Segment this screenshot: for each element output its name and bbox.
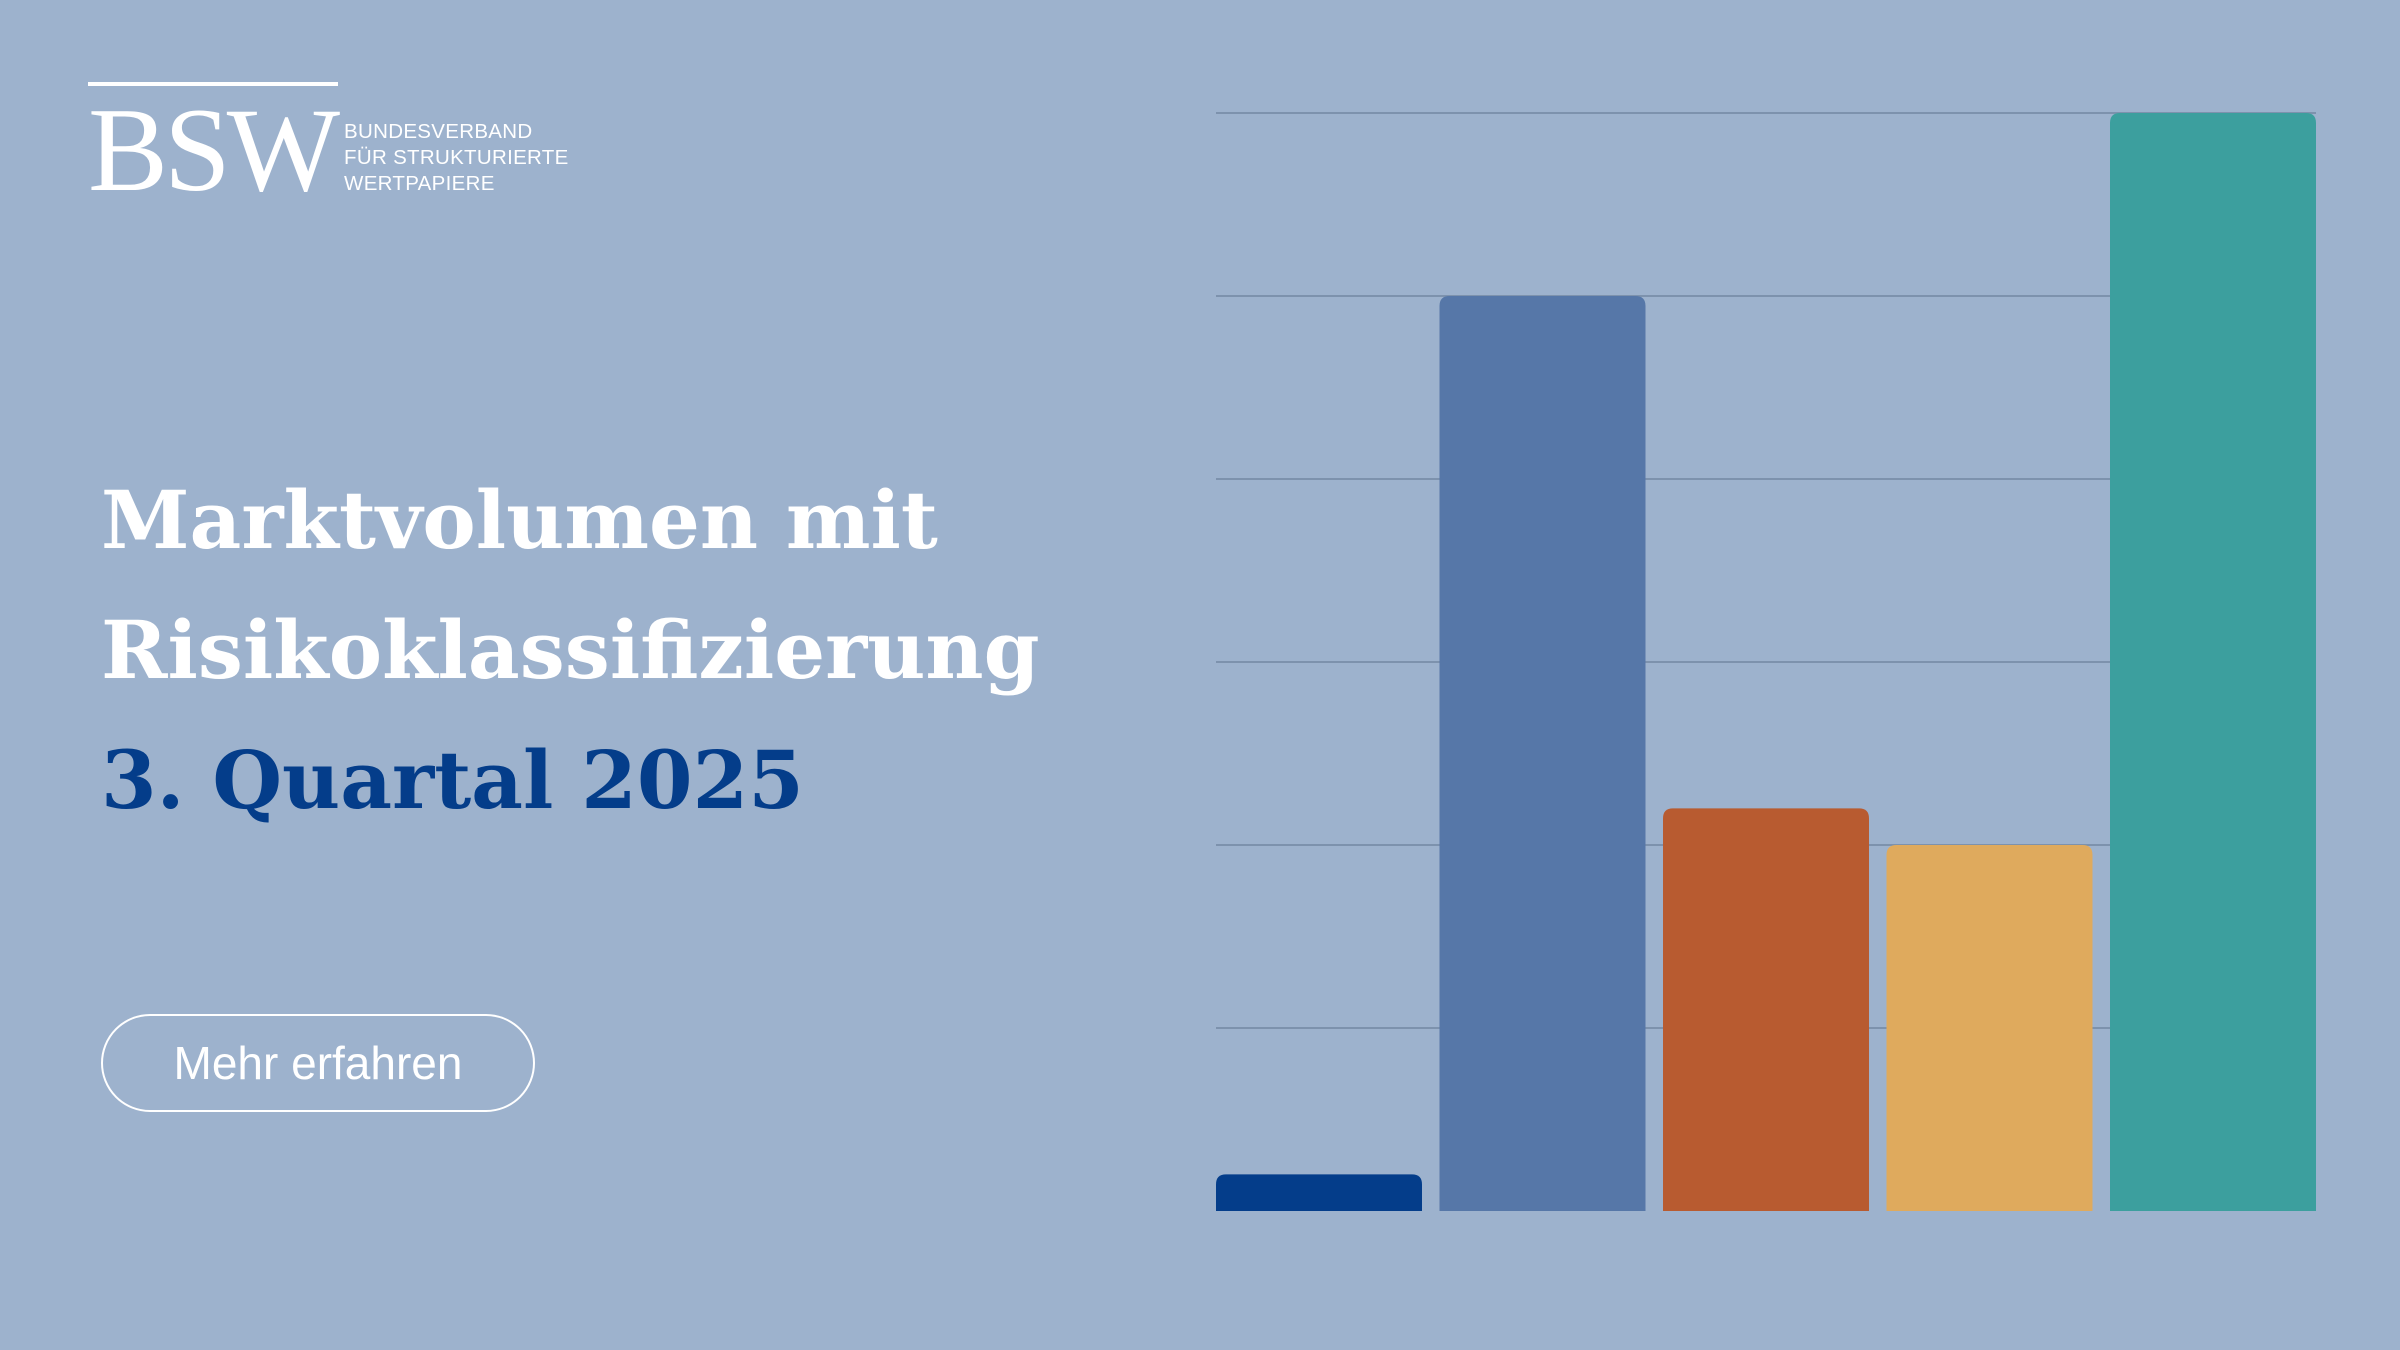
headline-line-2: Risikoklassifizierung	[101, 603, 1040, 697]
chart-bar-1	[1216, 1174, 1422, 1211]
bar-chart-svg	[1216, 112, 2316, 1211]
logo-subtitle-line-3: WERTPAPIERE	[344, 172, 495, 196]
logo-subtitle-line-1: BUNDESVERBAND	[344, 120, 533, 144]
chart-bar-4	[1886, 845, 2093, 1211]
chart-bar-2	[1439, 296, 1646, 1211]
headline-line-3: 3. Quartal 2025	[101, 733, 804, 827]
chart-bar-5	[2110, 113, 2316, 1211]
headline-line-1: Marktvolumen mit	[101, 473, 938, 567]
logo-mark-text: BSW	[88, 83, 340, 216]
chart-bar-3	[1663, 808, 1869, 1211]
logo-rule	[88, 82, 338, 86]
bar-chart	[1216, 100, 2316, 1212]
headline: Marktvolumen mit Risikoklassifizierung 3…	[101, 455, 1040, 845]
logo-subtitle: BUNDESVERBAND FÜR STRUKTURIERTE WERTPAPI…	[344, 119, 569, 197]
logo-mark: BSW	[88, 82, 340, 210]
bsw-logo: BSW BUNDESVERBAND FÜR STRUKTURIERTE WERT…	[88, 82, 569, 210]
logo-subtitle-line-2: FÜR STRUKTURIERTE	[344, 146, 569, 170]
mehr-erfahren-button[interactable]: Mehr erfahren	[101, 1014, 535, 1112]
